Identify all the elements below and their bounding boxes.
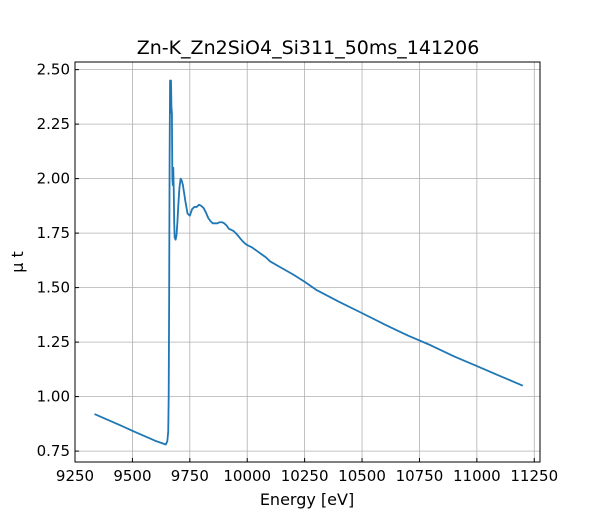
- grid: [74, 62, 540, 462]
- y-axis-label: μ t: [8, 251, 27, 273]
- x-tick-label: 10750: [396, 467, 444, 485]
- y-tick-label: 2.25: [37, 115, 70, 133]
- series-layer: [94, 79, 524, 446]
- ticks: 9250 9500 9750 10000 10250 10500 10750 11000 112…: [37, 61, 559, 485]
- plot-frame: [74, 61, 541, 463]
- x-tick-label: 10000: [223, 467, 271, 485]
- x-tick-label: 10500: [338, 467, 386, 485]
- y-tick-label: 1.25: [37, 333, 70, 351]
- x-tick-label: 9750: [171, 467, 209, 485]
- x-tick-label: 11000: [453, 467, 501, 485]
- plot-area: [75, 62, 540, 462]
- x-tick-label: 10250: [281, 467, 329, 485]
- x-tick-label: 9250: [56, 467, 94, 485]
- y-tick-label: 1.50: [37, 279, 70, 297]
- x-tick-label: 9500: [113, 467, 151, 485]
- y-tick-label: 2.00: [37, 170, 70, 188]
- y-tick-label: 0.75: [37, 442, 70, 460]
- y-tick-label: 1.00: [37, 388, 70, 406]
- y-tick-label: 1.75: [37, 224, 70, 242]
- y-tick-label: 2.50: [37, 61, 70, 79]
- chart-title: Zn-K_Zn2SiO4_Si311_50ms_141206: [137, 37, 480, 59]
- series-line: [94, 79, 524, 446]
- x-axis-label: Energy [eV]: [260, 490, 354, 509]
- x-tick-label: 11250: [510, 467, 558, 485]
